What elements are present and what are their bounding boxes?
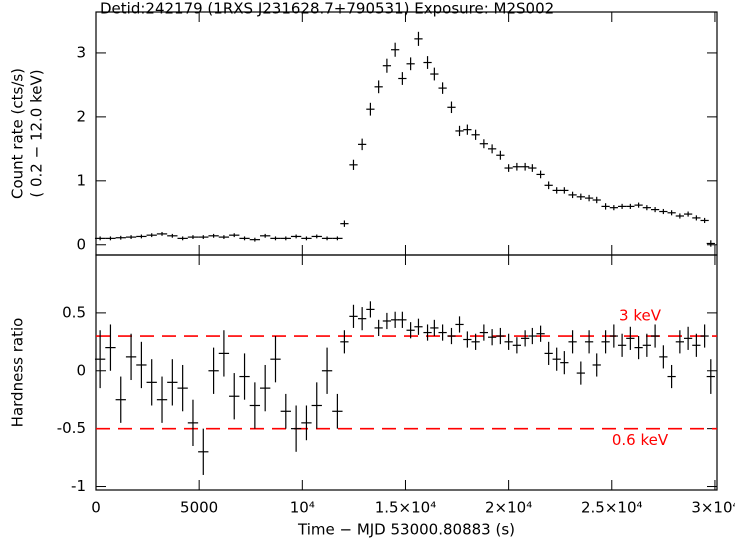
x-tick-label: 5000 xyxy=(180,499,218,517)
x-tick-label: 10⁴ xyxy=(290,499,315,517)
x-tick-label: 3×10⁴ xyxy=(691,499,735,517)
y-tick-label: 2 xyxy=(76,107,86,125)
plot-frame xyxy=(95,254,718,491)
y-tick-label: 0.5 xyxy=(62,303,86,321)
x-tick-label: 0 xyxy=(91,499,101,517)
x-tick-label: 2.5×10⁴ xyxy=(581,499,643,517)
x-axis-label: Time − MJD 53000.80883 (s) xyxy=(297,521,515,539)
plot-frame xyxy=(95,11,718,256)
y-axis-label: Count rate (cts/s) xyxy=(9,68,27,199)
y-tick-label: -1 xyxy=(71,477,86,495)
reference-label: 0.6 keV xyxy=(612,431,669,449)
x-tick-label: 2×10⁴ xyxy=(485,499,532,517)
x-tick-label: 1.5×10⁴ xyxy=(375,499,437,517)
y-axis-label: Hardness ratio xyxy=(9,318,27,428)
y-tick-label: 0 xyxy=(76,361,86,379)
chart-title: Detid:242179 (1RXS J231628.7+790531) Exp… xyxy=(100,0,554,18)
y-tick-label: 1 xyxy=(76,171,86,189)
y-tick-label: -0.5 xyxy=(57,419,86,437)
reference-label: 3 keV xyxy=(619,307,662,325)
y-axis-label: ( 0.2 − 12.0 keV) xyxy=(28,69,46,197)
y-tick-label: 3 xyxy=(76,43,86,61)
y-tick-label: 0 xyxy=(76,235,86,253)
